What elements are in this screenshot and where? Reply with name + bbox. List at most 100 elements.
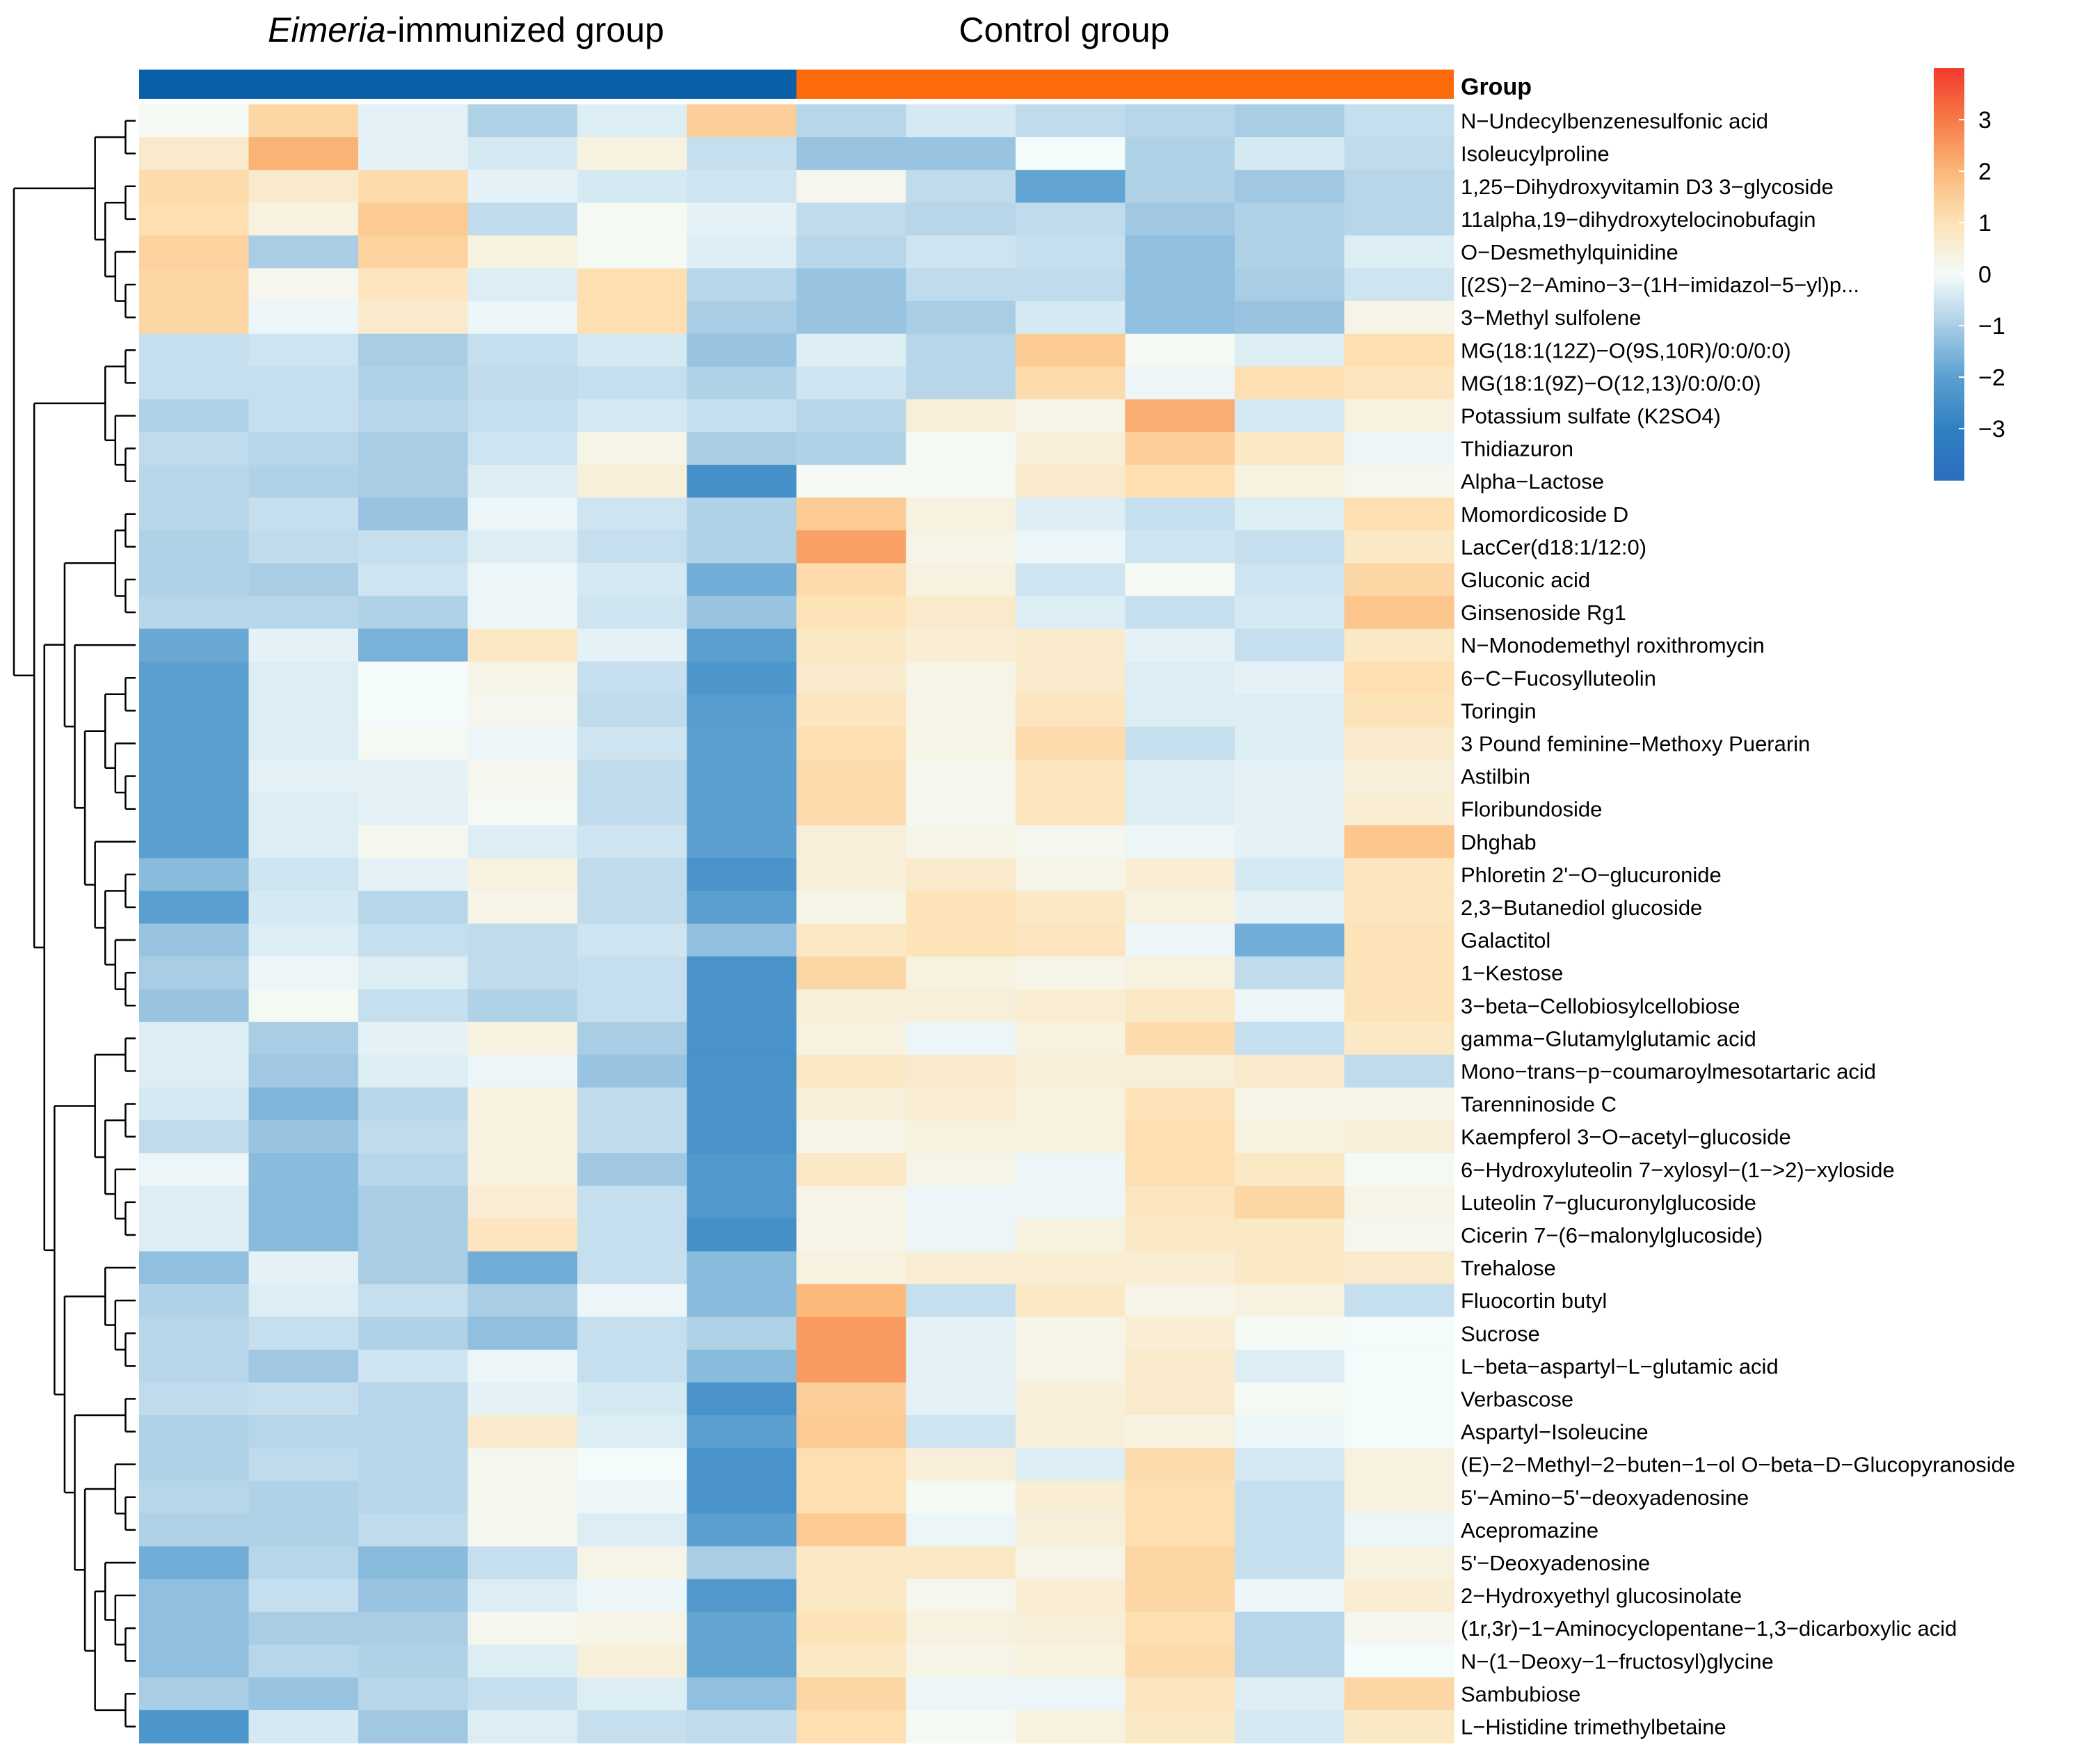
colorbar-segment <box>1934 326 1964 330</box>
heatmap-cell <box>1344 170 1454 203</box>
heatmap-cell <box>358 726 469 760</box>
colorbar-segment <box>1934 291 1964 296</box>
heatmap-cell <box>1344 1186 1454 1219</box>
heatmap-cell <box>1344 1644 1454 1678</box>
heatmap-cell <box>577 170 688 203</box>
colorbar-segment <box>1934 435 1964 440</box>
heatmap-cell <box>139 1087 250 1121</box>
heatmap-cell <box>687 628 797 662</box>
heatmap-cell <box>796 989 907 1023</box>
heatmap-cell <box>358 563 469 597</box>
heatmap-cell <box>358 301 469 335</box>
colorbar-segment <box>1934 335 1964 340</box>
heatmap-cell <box>1235 760 1345 793</box>
heatmap-cell <box>1016 497 1126 531</box>
heatmap-cell <box>577 366 688 400</box>
heatmap-cell <box>577 661 688 695</box>
heatmap-cell <box>796 202 907 236</box>
heatmap-cell <box>1016 268 1126 302</box>
heatmap-cell <box>906 465 1016 498</box>
heatmap-cell <box>687 694 797 728</box>
heatmap-cell <box>577 268 688 302</box>
colorbar-segment <box>1934 383 1964 388</box>
heatmap-cell <box>1016 989 1126 1023</box>
colorbar-segment <box>1934 277 1964 282</box>
row-label: Sucrose <box>1461 1321 1540 1346</box>
colorbar-segment <box>1934 294 1964 299</box>
heatmap-cell <box>248 1481 359 1514</box>
heatmap-cell <box>358 989 469 1023</box>
colorbar-segment <box>1934 205 1964 210</box>
heatmap-cell <box>1344 399 1454 433</box>
heatmap-cell <box>139 825 250 859</box>
colorbar-segment <box>1934 356 1964 361</box>
colorbar-segment <box>1934 133 1964 138</box>
heatmap-cell <box>1016 858 1126 891</box>
heatmap-cell <box>1016 760 1126 793</box>
heatmap-cell <box>467 694 578 728</box>
heatmap-cell <box>139 1120 250 1154</box>
heatmap-cell <box>796 235 907 269</box>
heatmap-cell <box>248 399 359 433</box>
colorbar-segment <box>1934 429 1964 433</box>
row-label: Floribundoside <box>1461 797 1602 822</box>
heatmap-cell <box>248 1284 359 1318</box>
heatmap-cell <box>906 1513 1016 1547</box>
heatmap-cell <box>467 1316 578 1350</box>
heatmap-cell <box>1125 497 1235 531</box>
colorbar-segment <box>1934 298 1964 303</box>
heatmap-cell <box>577 1316 688 1350</box>
heatmap-cell <box>796 1415 907 1449</box>
heatmap-cell <box>577 1284 688 1318</box>
heatmap-cell <box>906 301 1016 335</box>
heatmap-cell <box>796 1382 907 1416</box>
colorbar-segment <box>1934 418 1964 422</box>
heatmap-cell <box>358 1054 469 1088</box>
colorbar-tick-label: 1 <box>1978 210 1991 237</box>
heatmap-cell <box>248 563 359 597</box>
heatmap-cell <box>467 923 578 957</box>
heatmap-cell <box>687 1644 797 1678</box>
heatmap-cell <box>358 1153 469 1186</box>
heatmap-cell <box>1344 1251 1454 1285</box>
colorbar-segment <box>1934 322 1964 326</box>
heatmap-cell <box>1235 1284 1345 1318</box>
heatmap-cell <box>1344 956 1454 990</box>
row-label: 6−Hydroxyluteolin 7−xylosyl−(1−>2)−xylos… <box>1461 1158 1895 1182</box>
heatmap-cell <box>467 1349 578 1383</box>
heatmap-cell <box>577 530 688 564</box>
heatmap-cell <box>577 726 688 760</box>
heatmap-cell <box>577 137 688 170</box>
heatmap-cell <box>248 1644 359 1678</box>
heatmap-cell <box>906 1579 1016 1613</box>
colorbar-segment <box>1934 452 1964 457</box>
colorbar-segment <box>1934 147 1964 152</box>
row-label: Acepromazine <box>1461 1518 1598 1543</box>
row-label: Fluocortin butyl <box>1461 1289 1607 1313</box>
colorbar-segment <box>1934 154 1964 159</box>
heatmap-cell <box>906 1448 1016 1481</box>
heatmap-cell <box>906 497 1016 531</box>
heatmap-cell <box>906 1316 1016 1350</box>
heatmap-cell <box>577 104 688 138</box>
colorbar-segment <box>1934 394 1964 399</box>
heatmap-cell <box>796 1021 907 1055</box>
heatmap-cell <box>467 1644 578 1678</box>
heatmap-cell <box>358 1481 469 1514</box>
row-label: Gluconic acid <box>1461 568 1590 592</box>
heatmap-cell <box>577 1611 688 1646</box>
group-title-rest: -immunized group <box>386 10 664 49</box>
heatmap-cell <box>248 1710 359 1744</box>
heatmap-cell <box>796 1120 907 1154</box>
heatmap-cell <box>906 1546 1016 1580</box>
heatmap-cell <box>1016 825 1126 859</box>
heatmap-cell <box>1344 268 1454 302</box>
heatmap-cell <box>358 1644 469 1678</box>
heatmap-cell <box>687 1513 797 1547</box>
heatmap-cell <box>1344 792 1454 826</box>
colorbar-segment <box>1934 78 1964 83</box>
heatmap-cell <box>1344 432 1454 465</box>
colorbar-segment <box>1934 463 1964 468</box>
heatmap-cell <box>906 923 1016 957</box>
heatmap-cell <box>1344 1611 1454 1646</box>
